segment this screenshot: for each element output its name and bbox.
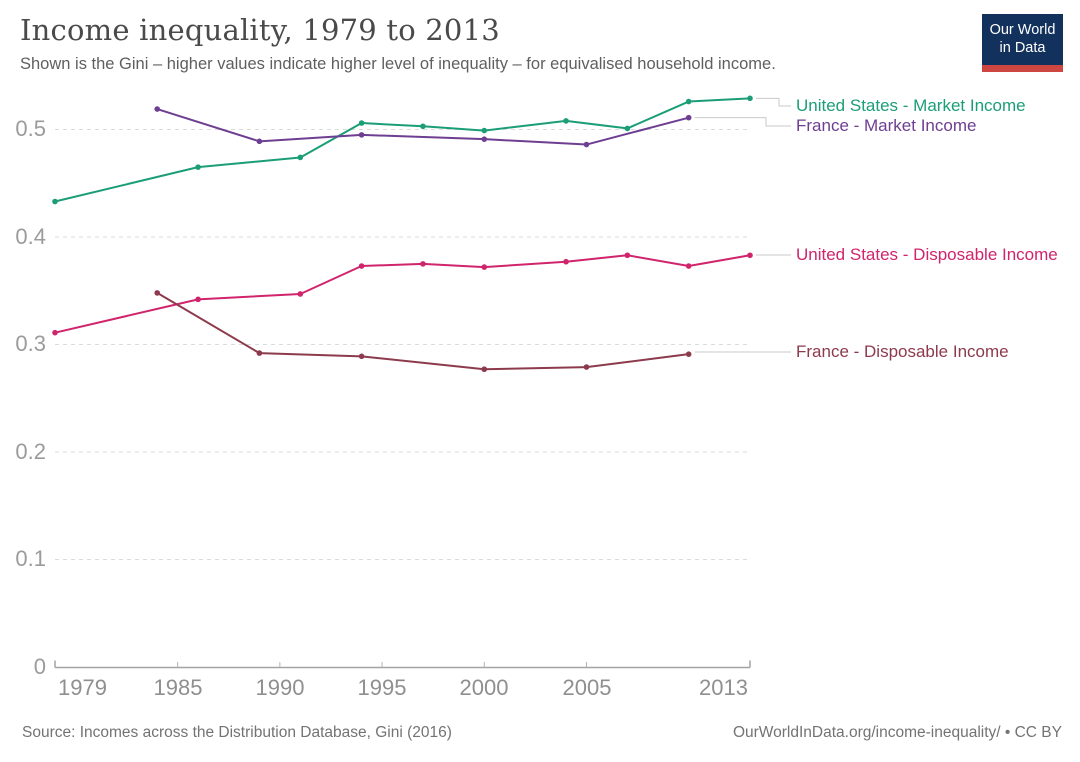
x-axis-tick-label: 1995 xyxy=(357,675,407,700)
x-axis-tick-label: 2000 xyxy=(459,675,509,700)
credit-link[interactable]: OurWorldInData.org/income-inequality/ • … xyxy=(732,724,1062,741)
y-axis-tick-label: 0 xyxy=(33,654,46,679)
series-united-states-market-income[interactable] xyxy=(52,95,753,205)
series-united-states-disposable-income[interactable] xyxy=(52,252,753,336)
owid-logo[interactable]: Our World in Data xyxy=(982,14,1063,72)
y-axis-tick-label: 0.3 xyxy=(15,331,46,356)
legend-label-united-states-market-income[interactable]: United States - Market Income xyxy=(796,96,1026,115)
x-axis-tick-label: 1990 xyxy=(255,675,305,700)
series-france-market-income[interactable] xyxy=(154,106,692,148)
legend-label-united-states-disposable-income[interactable]: United States - Disposable Income xyxy=(796,245,1058,264)
y-axis-tick-label: 0.4 xyxy=(15,224,46,249)
y-axis-tick-label: 0.1 xyxy=(15,546,46,571)
source-note: Source: Incomes across the Distribution … xyxy=(22,724,452,741)
legend-connector xyxy=(756,97,791,107)
x-axis-tick-label: 2013 xyxy=(699,675,748,700)
x-axis-tick-label: 2005 xyxy=(562,675,612,700)
chart-subtitle: Shown is the Gini – higher values indica… xyxy=(20,55,776,73)
owid-logo-line2: in Data xyxy=(999,40,1046,56)
legend-label-france-disposable-income[interactable]: France - Disposable Income xyxy=(796,342,1009,361)
y-axis-tick-label: 0.5 xyxy=(15,116,46,141)
x-axis-tick-label: 1985 xyxy=(153,675,203,700)
page-title: Income inequality, 1979 to 2013 xyxy=(20,13,500,47)
x-axis-tick-label: 1979 xyxy=(58,675,107,700)
y-axis-tick-label: 0.2 xyxy=(15,439,46,464)
legend-connector xyxy=(694,117,791,127)
owid-logo-line1: Our World xyxy=(989,22,1056,38)
series-france-disposable-income[interactable] xyxy=(154,290,692,373)
legend-label-france-market-income[interactable]: France - Market Income xyxy=(796,116,977,135)
